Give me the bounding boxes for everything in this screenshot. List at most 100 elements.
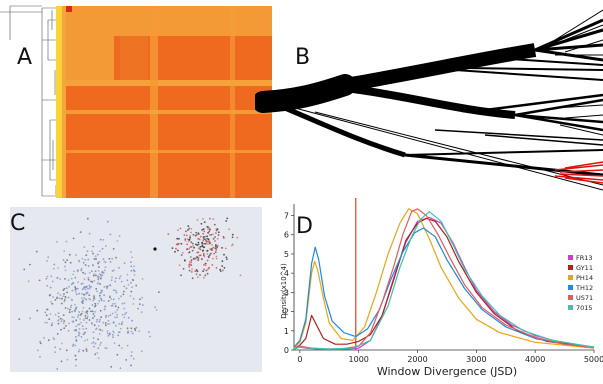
scatter-point	[195, 243, 197, 246]
scatter-point	[102, 239, 105, 241]
scatter-point	[119, 275, 122, 277]
legend-swatch	[568, 275, 573, 280]
scatter-point	[99, 309, 102, 312]
scatter-point	[96, 352, 99, 354]
scatter-point	[171, 247, 174, 249]
scatter-point	[87, 287, 89, 290]
scatter-point	[226, 217, 229, 220]
scatter-point	[95, 320, 98, 323]
scatter-point	[97, 261, 99, 264]
scatter-point	[88, 271, 91, 274]
heatmap-corner	[66, 6, 72, 12]
scatter-point	[84, 331, 86, 334]
legend-swatch	[568, 265, 573, 270]
scatter-point	[94, 353, 97, 356]
heatmap-dendrogram	[0, 5, 60, 197]
scatter-point	[93, 315, 96, 318]
scatter-point	[141, 296, 144, 299]
scatter-point	[201, 241, 204, 244]
scatter-point	[132, 303, 135, 305]
scatter-point	[118, 297, 120, 300]
scatter-point	[98, 320, 101, 323]
tree-svg	[252, 9, 603, 191]
scatter-point	[85, 348, 88, 350]
scatter-point	[224, 247, 227, 250]
scatter-point	[204, 274, 207, 277]
scatter-point	[216, 228, 219, 231]
heatmap-block-inner	[120, 36, 148, 80]
scatter-point	[80, 312, 83, 315]
scatter-point	[185, 230, 187, 233]
scatter-point	[149, 335, 151, 338]
scatter-point	[120, 347, 123, 349]
scatter-point	[92, 341, 95, 344]
scatter-point	[102, 271, 105, 274]
scatter-point	[94, 270, 97, 273]
panel-b-tree: B	[252, 0, 603, 200]
scatter-point	[239, 274, 242, 277]
scatter-point	[178, 264, 181, 266]
scatter-point	[82, 349, 85, 352]
scatter-point	[90, 322, 93, 324]
scatter-point	[74, 289, 77, 292]
scatter-point	[63, 287, 66, 290]
scatter-point	[121, 302, 124, 305]
legend-swatch	[568, 255, 573, 260]
legend-label: TH12	[575, 284, 593, 292]
scatter-point	[197, 256, 200, 259]
scatter-point	[193, 258, 196, 261]
scatter-point	[195, 269, 198, 271]
scatter-point	[81, 310, 84, 313]
scatter-point	[98, 333, 101, 335]
scatter-point	[97, 302, 99, 305]
scatter-point	[92, 331, 95, 334]
scatter-point	[86, 310, 89, 312]
scatter-point	[96, 282, 99, 285]
scatter-point	[46, 275, 49, 278]
panel-label-b: B	[295, 45, 311, 70]
scatter-point	[74, 364, 77, 367]
scatter-point	[66, 291, 68, 294]
scatter-point	[188, 227, 191, 230]
scatter-point	[112, 248, 115, 250]
scatter-point	[148, 331, 150, 333]
scatter-point	[126, 331, 129, 334]
heatmap-band-v1	[150, 6, 158, 198]
scatter-point	[199, 274, 201, 276]
chart-lines	[293, 208, 595, 350]
scatter-point	[107, 334, 110, 337]
x-tick-label: 2000	[407, 355, 427, 364]
scatter-point	[117, 334, 120, 337]
scatter-point	[91, 270, 93, 272]
scatter-point	[88, 287, 91, 290]
scatter-point	[188, 247, 191, 250]
scatter-point	[60, 297, 62, 300]
scatter-point	[105, 314, 107, 317]
scatter-point	[186, 248, 189, 250]
scatter-point	[74, 303, 76, 306]
scatter-point	[75, 325, 77, 328]
scatter-point	[97, 338, 99, 341]
scatter-point	[86, 217, 89, 220]
scatter-point	[64, 278, 66, 280]
scatter-point	[114, 280, 117, 283]
scatter-point	[103, 269, 106, 272]
scatter-point	[137, 307, 139, 310]
scatter-point	[76, 270, 79, 273]
x-tick-label: 0	[297, 355, 302, 364]
scatter-point	[99, 283, 101, 285]
scatter-point	[92, 299, 95, 302]
scatter-point	[82, 299, 84, 302]
scatter-point	[79, 318, 81, 320]
scatter-point	[112, 303, 114, 305]
scatter-point	[112, 336, 114, 339]
scatter-point	[108, 332, 111, 334]
scatter-point	[81, 288, 84, 291]
scatter-point	[212, 233, 214, 236]
scatter-point	[86, 338, 89, 341]
scatter-point	[110, 304, 113, 307]
scatter-point	[54, 351, 56, 353]
scatter-point	[77, 331, 80, 333]
scatter-point	[98, 261, 101, 263]
scatter-point	[114, 305, 117, 308]
